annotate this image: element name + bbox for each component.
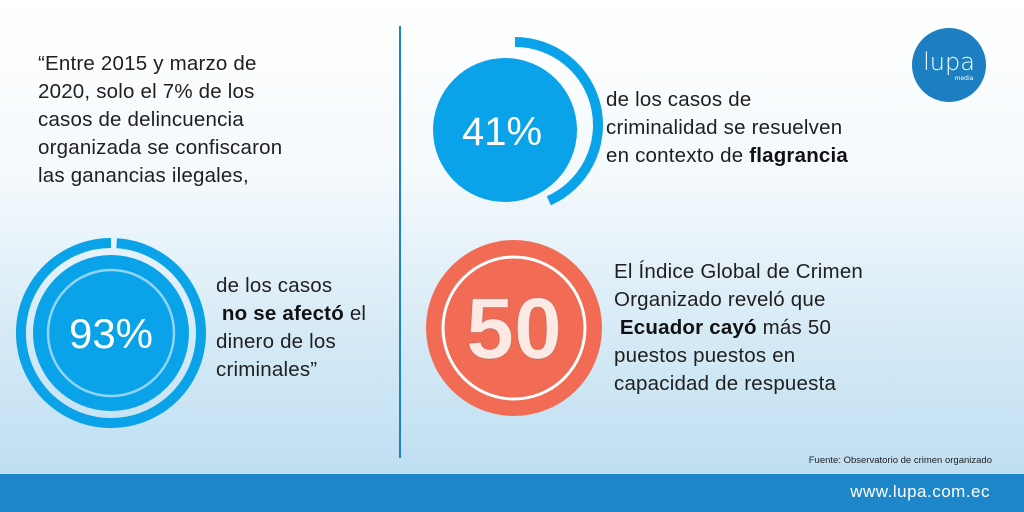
stat-50-value: 50 bbox=[466, 281, 562, 377]
stat-93-disc bbox=[33, 255, 189, 411]
stat-50-bold: Ecuador cayó bbox=[619, 316, 757, 339]
quote-line: las ganancias ilegales, bbox=[38, 164, 249, 187]
stat-41-donut: 41% bbox=[433, 37, 603, 206]
lupa-logo-mark: lupa media bbox=[923, 48, 975, 82]
stat-50-line: Ecuador cayó más 50 bbox=[614, 314, 914, 342]
stat-41-value: 41% bbox=[462, 110, 542, 154]
quote-line: casos de delincuencia bbox=[38, 108, 244, 131]
footer-url-link[interactable]: www.lupa.com.ec bbox=[850, 482, 990, 501]
stat-41-line3: en contexto de bbox=[606, 144, 750, 167]
stat-41-text: de los casos de criminalidad se resuelve… bbox=[606, 86, 906, 170]
stat-93-line: no se afectó el bbox=[216, 300, 406, 328]
stat-93-outer-arc bbox=[16, 238, 206, 428]
stat-93-line: criminales” bbox=[216, 358, 318, 381]
stat-50-after-bold: más 50 bbox=[756, 316, 832, 339]
stat-93-value: 93% bbox=[69, 310, 153, 357]
stat-50-line: capacidad de respuesta bbox=[614, 372, 837, 395]
lupa-logo-sub: media bbox=[955, 75, 974, 82]
stat-41-line: de los casos de bbox=[606, 88, 752, 111]
stat-50-disc bbox=[426, 240, 602, 416]
source-note: Fuente: Observatorio de crimen organizad… bbox=[808, 455, 992, 466]
lupa-logo-word: lupa bbox=[923, 48, 975, 76]
stat-41-line: en contexto de flagrancia bbox=[606, 142, 906, 170]
stat-93-text: de los casos no se afectó el dinero de l… bbox=[216, 272, 406, 384]
stat-41-disc bbox=[433, 58, 577, 202]
stat-50-line: El Índice Global de Crimen bbox=[614, 260, 864, 283]
stat-93-bold: no se afectó bbox=[221, 302, 344, 325]
quote-line: “Entre 2015 y marzo de bbox=[38, 52, 257, 75]
stat-93-line: dinero de los bbox=[216, 330, 336, 353]
stat-50-badge: 50 bbox=[426, 240, 602, 416]
quote-line: 2020, solo el 7% de los bbox=[38, 80, 255, 103]
stat-41-line: criminalidad se resuelven bbox=[606, 116, 843, 139]
lupa-logo[interactable]: lupa media bbox=[912, 28, 986, 102]
stat-41-bold: flagrancia bbox=[749, 144, 849, 167]
stat-41-outer-arc bbox=[514, 37, 603, 206]
stat-93-after-bold: el bbox=[343, 302, 367, 325]
stat-50-ring bbox=[441, 255, 587, 401]
stat-93-inner-ring bbox=[46, 268, 176, 398]
quote-text: “Entre 2015 y marzo de 2020, solo el 7% … bbox=[38, 50, 368, 190]
quote-line: organizada se confiscaron bbox=[38, 136, 283, 159]
stat-50-text: El Índice Global de Crimen Organizado re… bbox=[614, 258, 914, 398]
vertical-divider bbox=[399, 26, 401, 458]
footer-bar: www.lupa.com.ec bbox=[0, 474, 1024, 512]
stat-50-line: Organizado reveló que bbox=[614, 288, 826, 311]
stat-50-line: puestos puestos en bbox=[614, 344, 796, 367]
stat-93-line: de los casos bbox=[216, 274, 333, 297]
stat-93-donut: 93% bbox=[16, 238, 206, 428]
